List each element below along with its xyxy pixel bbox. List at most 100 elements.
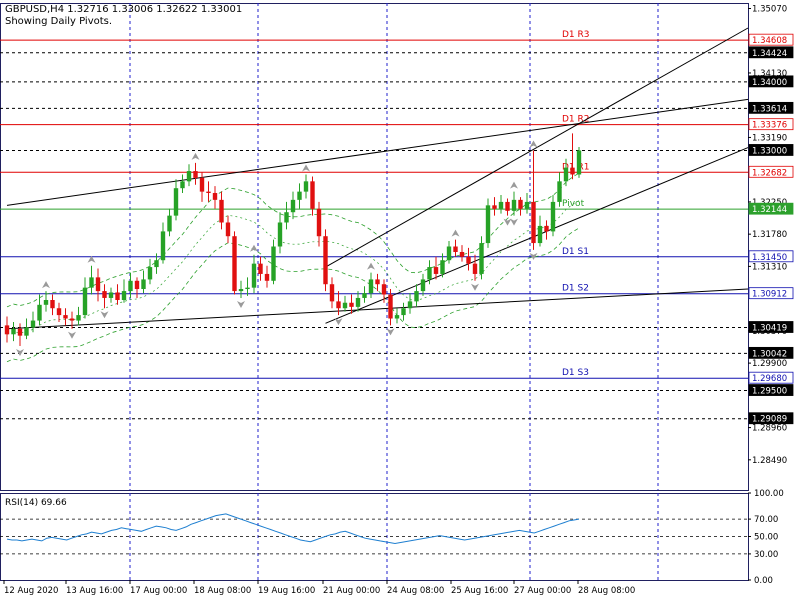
candle-body: [485, 205, 491, 244]
price-tag: [748, 321, 794, 333]
x-tick-label: 27 Aug 00:00: [514, 586, 571, 596]
candle-body: [180, 181, 185, 189]
fractal-down-arrow: [510, 218, 518, 226]
fractal-up-arrow: [510, 181, 518, 189]
candle-body: [56, 308, 62, 316]
candle: [297, 183, 302, 209]
rsi-label: RSI(14) 69.66: [5, 498, 67, 508]
rsi-panel: RSI(14) 69.66 100.00 70.00 50.00 30.00 0.00: [0, 489, 784, 586]
candle: [342, 295, 348, 312]
candle: [30, 311, 36, 333]
fractal-down-arrow: [386, 328, 395, 336]
candle: [102, 284, 107, 309]
candle: [284, 201, 289, 230]
pivot-label: D1 R3: [562, 30, 590, 40]
candle: [173, 179, 179, 221]
candle-body: [17, 328, 23, 336]
price-tag-label: 1.29680: [752, 374, 787, 384]
candle-body: [544, 225, 549, 232]
candle: [524, 192, 530, 214]
candle-body: [433, 267, 439, 274]
candle: [394, 308, 400, 324]
price-tag-label: 1.33000: [752, 146, 787, 156]
candle-body: [258, 263, 263, 274]
candle-body: [69, 318, 75, 321]
candle: [232, 231, 237, 295]
price-tag: [748, 33, 794, 46]
candle-body: [498, 201, 504, 209]
price-tag: [748, 144, 794, 156]
candle: [17, 323, 23, 346]
fractal-down-arrow: [237, 300, 245, 308]
candle: [154, 253, 159, 274]
price-tag-label: 1.34000: [752, 78, 787, 88]
price-tag-label: 1.30419: [752, 324, 787, 334]
candle-body: [388, 294, 393, 319]
candle: [472, 254, 478, 281]
candle-body: [336, 301, 341, 309]
candle: [95, 268, 101, 302]
price-tag-label: 1.29089: [752, 415, 787, 425]
price-tag-label: 1.31450: [752, 253, 787, 263]
main-chart-frame: [0, 3, 749, 491]
candle-body: [342, 302, 348, 309]
price-tag: [748, 371, 794, 384]
candle-body: [199, 177, 205, 192]
candle-body: [193, 171, 198, 178]
fractal-up-arrow: [87, 255, 96, 263]
candle-body: [375, 279, 380, 285]
candle: [349, 294, 354, 314]
candle: [375, 273, 380, 292]
candle-body: [401, 308, 406, 316]
x-tick-label: 18 Aug 08:00: [194, 586, 251, 596]
y-tick-label: 1.33190: [752, 133, 787, 143]
candle-body: [232, 236, 237, 292]
y-tick-label: 1.28490: [752, 456, 787, 466]
candle: [414, 284, 419, 307]
rsi-line: [6, 513, 580, 545]
candle: [245, 277, 250, 296]
candle: [310, 176, 315, 216]
candle: [76, 306, 81, 326]
candle: [550, 195, 556, 237]
price-tag-label: 1.33376: [752, 121, 787, 131]
candle: [440, 253, 445, 278]
candle-body: [108, 292, 114, 298]
fractal-down-arrow: [68, 331, 76, 339]
candle-body: [511, 199, 517, 211]
candle: [251, 254, 257, 294]
candle-body: [323, 236, 328, 285]
candle-body: [518, 199, 523, 209]
candle-body: [212, 192, 218, 200]
rsi-tick-label: 100.00: [754, 489, 784, 499]
candle: [446, 241, 452, 264]
price-tag-label: 1.33614: [752, 104, 787, 114]
candle-body: [466, 256, 471, 264]
trendline: [6, 98, 749, 206]
candle-body: [128, 280, 133, 292]
candle: [180, 174, 185, 193]
candle-body: [303, 181, 309, 192]
fractal-up-arrow: [191, 152, 200, 160]
fractal-up-arrow: [367, 262, 375, 270]
price-tag: [748, 118, 794, 131]
candle-body: [446, 246, 452, 261]
candle-body: [453, 246, 458, 252]
candle-body: [121, 291, 127, 301]
fractal-arrows: [16, 140, 538, 356]
candle: [323, 229, 328, 292]
candle: [69, 311, 75, 329]
candle-body: [225, 222, 231, 237]
candle: [511, 191, 517, 216]
candle: [485, 198, 491, 248]
candle: [336, 291, 341, 316]
candle-body: [219, 199, 224, 223]
chart-subtitle: Showing Daily Pivots.: [5, 16, 112, 27]
candle-body: [492, 205, 497, 209]
x-tick-label: 25 Aug 16:00: [451, 586, 508, 596]
candle: [238, 280, 244, 298]
pivot-label: D1 S2: [562, 284, 589, 294]
candle: [134, 277, 140, 298]
